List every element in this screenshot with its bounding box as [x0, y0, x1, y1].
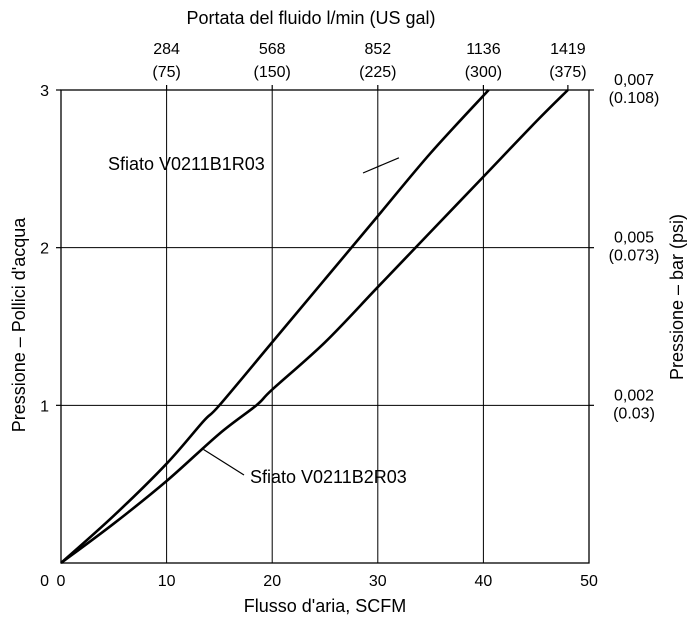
grid — [56, 85, 594, 563]
top-tick-sublabel: (300) — [465, 64, 502, 81]
series-line-2 — [60, 89, 569, 565]
right-tick-label: 0,002 — [614, 387, 654, 404]
x-tick-label: 0 — [57, 573, 66, 590]
top-tick-sublabel: (225) — [359, 64, 396, 81]
y-origin-label: 0 — [40, 573, 49, 590]
top-tick-label: 284 — [153, 41, 180, 58]
series-annotation-label: Sfiato V0211B1R03 — [108, 154, 265, 174]
annotation-leader-line — [203, 448, 245, 476]
annotation-leader-line — [362, 157, 400, 174]
top-axis-title: Portata del fluido l/min (US gal) — [186, 8, 435, 28]
series-line-1 — [60, 89, 490, 564]
top-tick-label: 1419 — [550, 41, 586, 58]
x-tick-label: 40 — [475, 573, 493, 590]
top-tick-label: 852 — [364, 41, 391, 58]
right-axis-title: Pressione – bar (psi) — [667, 214, 687, 380]
y-tick-label: 2 — [40, 241, 49, 258]
top-tick-label: 1136 — [466, 41, 501, 58]
right-tick-label: 0,005 — [614, 230, 654, 247]
plot-frame — [60, 89, 590, 564]
top-tick-sublabel: (150) — [254, 64, 291, 81]
y-tick-label: 1 — [40, 398, 49, 415]
y-axis-title: Pressione – Pollici d'acqua — [9, 217, 29, 433]
right-tick-sublabel: (0.073) — [609, 248, 660, 265]
x-axis-title: Flusso d'aria, SCFM — [244, 596, 406, 616]
x-tick-label: 50 — [580, 573, 598, 590]
x-tick-label: 10 — [158, 573, 176, 590]
right-tick-sublabel: (0.108) — [609, 90, 660, 107]
top-tick-sublabel: (75) — [152, 64, 180, 81]
series-annotation-label: Sfiato V0211B2R03 — [250, 467, 407, 487]
tick-labels: 0 10 20 30 40 501230284(75)568(150)852(225)11… — [40, 41, 659, 590]
series-lines — [60, 89, 569, 565]
annotations: Sfiato V0211B1R03 Sfiato V0211B2R03 — [108, 154, 407, 487]
y-tick-label: 3 — [40, 83, 49, 100]
x-tick-label: 20 — [263, 573, 281, 590]
right-tick-label: 0,007 — [614, 72, 654, 89]
top-tick-sublabel: (375) — [549, 64, 586, 81]
right-tick-sublabel: (0.03) — [613, 405, 655, 422]
top-tick-label: 568 — [259, 41, 286, 58]
x-tick-label: 30 — [369, 573, 387, 590]
